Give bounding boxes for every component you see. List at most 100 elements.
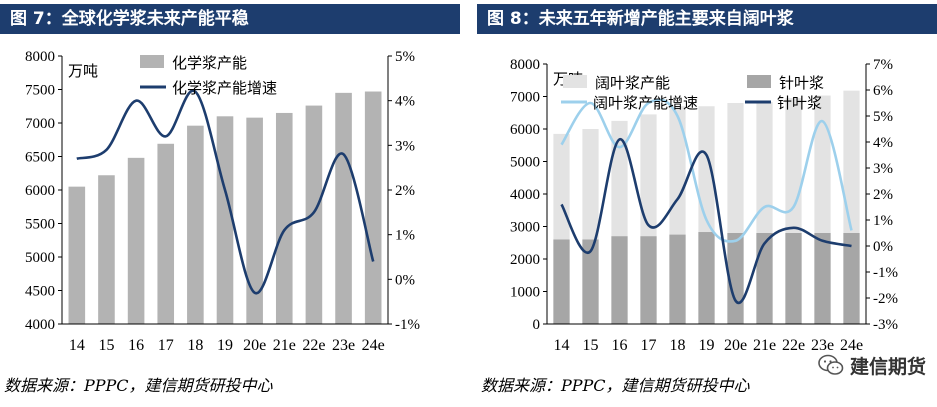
bar-1-20e (727, 233, 744, 324)
x-tick-label: 21e (753, 337, 776, 354)
x-tick-label: 19 (699, 337, 715, 354)
x-tick-label: 22e (782, 337, 805, 354)
bar-1-22e (785, 233, 802, 324)
y2-tick-label: 2% (395, 183, 415, 199)
y-tick-label: 1000 (510, 285, 540, 301)
y2-tick-label: 0% (873, 239, 893, 255)
y-tick-label: 7000 (510, 90, 540, 106)
source-note-right: 数据来源：PPPC，建信期货研投中心 (481, 376, 750, 395)
x-tick-label: 16 (612, 337, 628, 354)
y-tick-label: 6000 (510, 122, 540, 138)
legend-swatch (140, 55, 164, 68)
x-tick-label: 23e (811, 337, 834, 354)
y-tick-label: 4500 (25, 284, 55, 300)
x-tick-label: 17 (158, 337, 174, 354)
y-tick-label: 6500 (25, 150, 55, 166)
bar-1-23e (814, 233, 831, 324)
y2-tick-label: -3% (873, 317, 898, 333)
y2-tick-label: 6% (873, 83, 893, 99)
x-tick-label: 24e (840, 337, 863, 354)
x-tick-label: 21e (273, 337, 296, 354)
x-tick-label: 24e (362, 337, 385, 354)
y2-tick-label: 7% (873, 57, 893, 73)
watermark-text: 建信期货 (850, 355, 927, 378)
x-tick-label: 20e (724, 337, 747, 354)
bar-0-14 (68, 186, 86, 324)
bar-1-18 (669, 234, 686, 324)
x-tick-label: 17 (641, 337, 657, 354)
y-tick-label: 7000 (25, 116, 55, 132)
wechat-icon (818, 354, 844, 375)
legend-label: 化学浆产能 (172, 54, 247, 72)
bar-1-19 (698, 232, 715, 324)
bar-0-23e (335, 92, 352, 324)
legend-label: 针叶浆 (777, 94, 822, 112)
bar-0-17 (157, 143, 175, 324)
bar-0-16 (127, 157, 145, 324)
y-tick-label: 5500 (25, 217, 55, 233)
y-tick-label: 8000 (510, 57, 540, 73)
chart-right: 0 1000 2000 3000 4000 5000 6000 7000 8000 -3% -2% -… (510, 57, 898, 354)
y2-tick-label: 2% (873, 187, 893, 203)
x-tick-label: 18 (670, 337, 686, 354)
y-tick-label: 8000 (25, 49, 55, 65)
y2-tick-label: -1% (395, 317, 420, 333)
x-tick-label: 14 (69, 337, 85, 354)
legend-label: 针叶浆 (779, 74, 824, 92)
x-tick-label: 20e (243, 337, 266, 354)
y-tick-label: 0 (533, 317, 541, 333)
y-tick-label: 2000 (510, 252, 540, 268)
watermark: 建信期货 (818, 352, 926, 378)
x-tick-label: 18 (187, 337, 203, 354)
y-tick-label: 5000 (25, 250, 55, 266)
series-line-0 (76, 89, 375, 295)
y2-tick-label: 5% (395, 49, 415, 65)
bar-0-21e (275, 112, 293, 324)
bar-0-20e (246, 117, 263, 324)
bar-1-16 (611, 236, 628, 324)
x-tick-label: 15 (98, 337, 114, 354)
chart-panel-right: 图 8：未来五年新增产能主要来自阔叶浆 0 1000 2000 3000 4000 500… (477, 0, 937, 407)
y-tick-label: 4000 (510, 187, 540, 203)
unit-label: 万吨 (68, 63, 98, 80)
y2-tick-label: 3% (395, 138, 415, 154)
y2-tick-label: -2% (873, 291, 898, 307)
x-tick-label: 14 (554, 337, 570, 354)
y-tick-label: 5000 (510, 155, 540, 171)
chart-left: 4000 4500 5000 5500 6000 6500 7000 7500 8000 -1% 0… (25, 49, 420, 354)
bar-1-14 (553, 239, 570, 324)
bar-0-18 (187, 125, 204, 325)
y2-tick-label: 3% (873, 161, 893, 177)
bar-0-22e (305, 105, 323, 324)
legend-label: 阔叶浆产能增速 (593, 94, 698, 112)
bar-1-15 (582, 239, 599, 324)
series-line-0 (560, 98, 853, 243)
legend-swatch (747, 75, 771, 88)
chart-title-left: 图 7：全球化学浆未来产能平稳 (0, 4, 460, 34)
y2-tick-label: 1% (873, 213, 893, 229)
y-tick-label: 7500 (25, 83, 55, 99)
legend-label: 化学浆产能增速 (172, 79, 277, 97)
series-line-1 (560, 138, 852, 305)
x-tick-label: 22e (302, 337, 325, 354)
bar-0-15 (98, 175, 115, 324)
x-tick-label: 23e (332, 337, 355, 354)
bar-1-21e (756, 233, 773, 324)
bar-1-17 (640, 236, 657, 324)
bar-1-24e (843, 233, 860, 324)
chart-panel-left: 图 7：全球化学浆未来产能平稳 4000 4500 5000 5500 6000 6500… (0, 0, 460, 407)
x-tick-label: 16 (128, 337, 144, 354)
y2-tick-label: 1% (395, 228, 415, 244)
y2-tick-label: 0% (395, 272, 415, 288)
bar-0-19 (216, 116, 234, 324)
y2-tick-label: 4% (395, 94, 415, 110)
legend-swatch (563, 75, 587, 88)
legend-label: 阔叶浆产能 (595, 74, 670, 92)
y-tick-label: 6000 (25, 183, 55, 199)
chart-title-right: 图 8：未来五年新增产能主要来自阔叶浆 (477, 4, 937, 34)
y-tick-label: 4000 (25, 317, 55, 333)
x-tick-label: 15 (583, 337, 599, 354)
y2-tick-label: -1% (873, 265, 898, 281)
source-note-left: 数据来源：PPPC，建信期货研投中心 (4, 376, 273, 395)
y2-tick-label: 5% (873, 109, 893, 125)
